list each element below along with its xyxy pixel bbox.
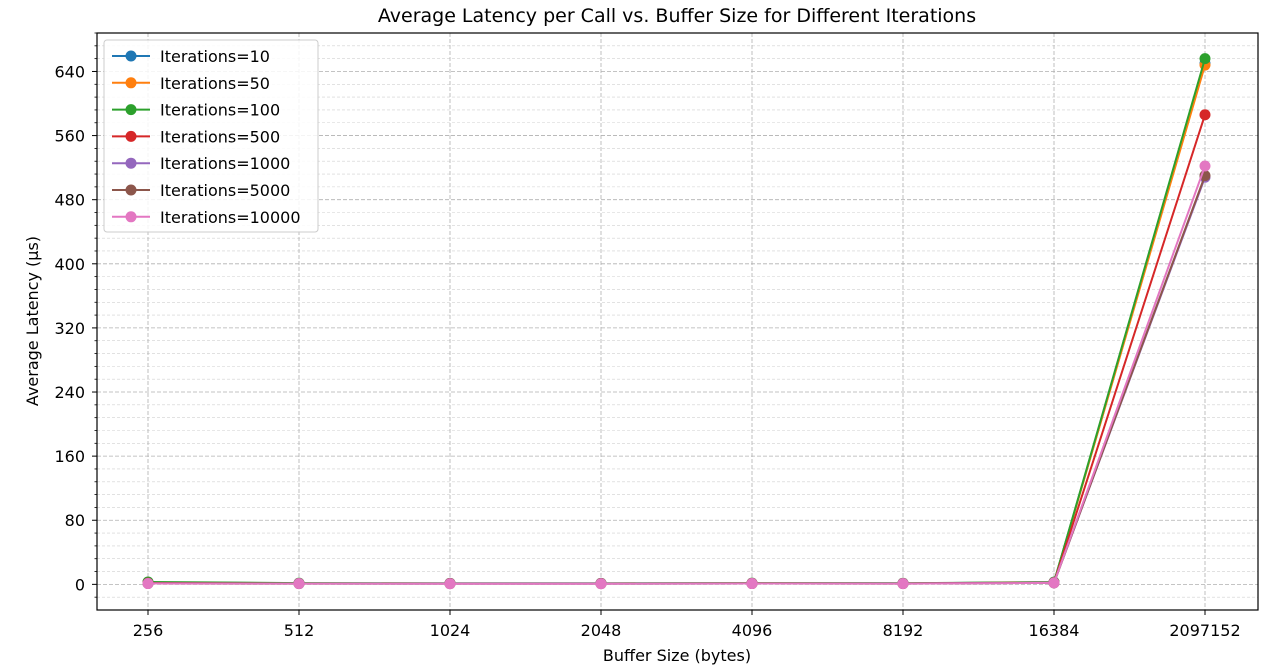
y-axis: 0 80 160 240 320 400 480 560 640 [54,32,97,598]
legend-marker [125,77,137,89]
legend-label: Iterations=500 [160,127,280,146]
legend-label: Iterations=10000 [160,208,301,227]
x-axis-label: Buffer Size (bytes) [603,646,751,665]
legend-item: Iterations=50 [112,74,270,93]
legend-item: Iterations=10000 [112,208,301,227]
data-point [897,578,909,590]
legend-item: Iterations=500 [112,127,280,146]
y-tick-label: 80 [65,511,85,530]
legend-marker [125,130,137,142]
data-point [595,578,607,590]
y-tick-label: 320 [54,319,85,338]
x-axis: 256 512 1024 2048 4096 8192 16384 2097152 [133,610,1241,640]
data-point [1048,577,1060,589]
data-point [1199,109,1211,121]
legend-marker [125,50,137,62]
legend-label: Iterations=5000 [160,181,290,200]
y-axis-label: Average Latency (µs) [23,236,42,406]
series-5 [142,171,1211,590]
data-point [1199,160,1211,172]
data-point [746,578,758,590]
data-point [444,578,456,590]
legend-box [103,39,319,233]
x-tick-label: 4096 [732,621,773,640]
legend-item: Iterations=1000 [112,154,290,173]
series-6 [142,170,1211,590]
legend: Iterations=10 Iterations=50 Iterations=100… [103,39,319,233]
legend-marker [125,211,137,223]
y-tick-label: 560 [54,127,85,146]
legend-item: Iterations=5000 [112,181,290,200]
legend-marker [125,157,137,169]
legend-label: Iterations=100 [160,101,280,120]
legend-item: Iterations=100 [112,101,280,120]
plot-area [96,32,1259,611]
data-point [142,578,154,590]
series-7 [142,160,1211,590]
y-tick-label: 640 [54,62,85,81]
y-tick-label: 240 [54,383,85,402]
legend-marker [125,104,137,116]
legend-item: Iterations=10 [112,47,270,66]
legend-label: Iterations=1000 [160,154,290,173]
series-line [147,165,1206,585]
y-tick-label: 0 [75,575,85,594]
legend-label: Iterations=10 [160,47,270,66]
series-line [147,176,1206,585]
x-tick-label: 2097152 [1169,621,1240,640]
x-tick-label: 16384 [1029,621,1080,640]
y-tick-label: 160 [54,447,85,466]
series-line [147,175,1206,585]
x-tick-label: 2048 [581,621,622,640]
x-tick-label: 256 [133,621,164,640]
x-tick-label: 1024 [430,621,471,640]
chart-title: Average Latency per Call vs. Buffer Size… [378,5,976,27]
legend-label: Iterations=50 [160,74,270,93]
x-tick-label: 8192 [883,621,924,640]
x-tick-label: 512 [284,621,315,640]
data-point [293,578,305,590]
data-point [1199,53,1211,65]
series-layer [142,53,1211,590]
y-tick-label: 480 [54,191,85,210]
y-tick-label: 400 [54,255,85,274]
legend-marker [125,184,137,196]
